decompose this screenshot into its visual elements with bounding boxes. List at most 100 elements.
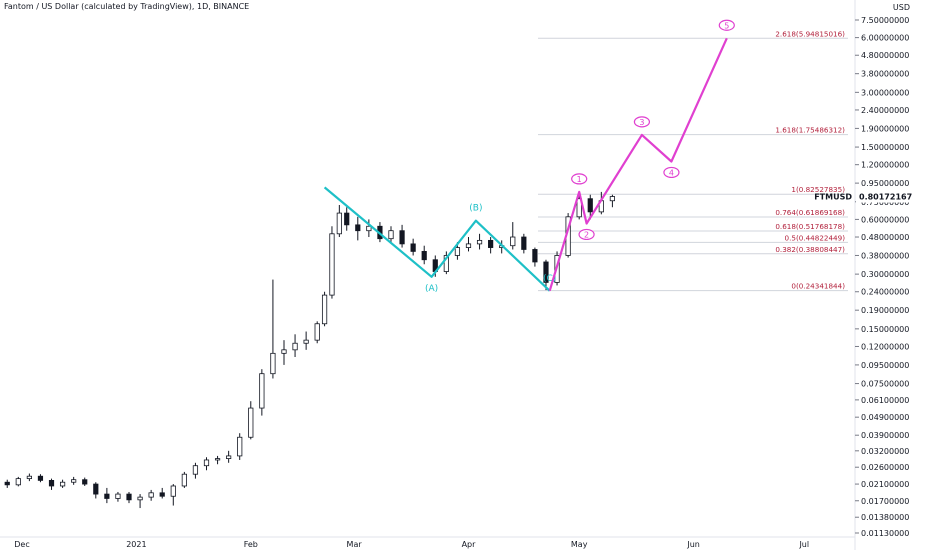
candle-body: [321, 294, 328, 325]
candle-body: [510, 236, 516, 247]
price-tick-label: 0.60000000: [861, 215, 909, 224]
current-price-box: [856, 190, 932, 203]
price-tick-label: 0.48000000: [861, 233, 909, 242]
price-tick-label: 0.38000000: [861, 251, 909, 260]
price-tick-label: 0.30000000: [861, 270, 909, 279]
current-price-symbol: FTMUSD: [814, 193, 852, 202]
candle-body: [421, 251, 427, 261]
wave-impulse-label: 4: [669, 168, 674, 177]
price-tick-label: 0.09500000: [861, 361, 909, 370]
candle-body: [237, 436, 243, 457]
price-tick-label: 0.12000000: [861, 342, 909, 351]
candle-body: [71, 479, 77, 483]
price-tick-label: 6.00000000: [861, 34, 909, 43]
wave-abc-label: (C): [543, 274, 556, 284]
price-tick-label: 7.50000000: [861, 16, 909, 25]
candle-body: [226, 455, 232, 459]
candle-body: [148, 492, 154, 498]
candle-body: [203, 459, 210, 467]
current-price-value: 0.80172167: [859, 193, 912, 202]
fib-label: 0.5(0.44822449): [785, 233, 846, 242]
candle-body: [532, 249, 538, 263]
price-tick-label: 1.90000000: [861, 124, 909, 133]
price-tick-label: 0.01380000: [861, 513, 909, 522]
candle-body: [170, 485, 176, 497]
candle-body: [488, 239, 494, 248]
candle-body: [270, 352, 276, 375]
candle-body: [454, 247, 461, 256]
candle-body: [399, 230, 405, 245]
wave-abc-label: (A): [425, 284, 438, 294]
candle-body: [93, 483, 99, 495]
price-tick-label: 0.03200000: [861, 447, 909, 456]
candle-body: [609, 196, 616, 202]
fib-label: 0(0.24341844): [791, 282, 845, 291]
candle-body: [159, 492, 165, 497]
time-axis[interactable]: Dec 2021 Feb Mar Apr May Jun Jul: [0, 536, 855, 549]
fib-label: 1.618(1.75486312): [775, 126, 845, 135]
wave-impulse-marker: [578, 228, 595, 241]
fib-label: 2.618(5.94815016): [775, 29, 845, 38]
time-tick-label: Dec: [14, 540, 29, 549]
fib-label: 0.764(0.61869168): [775, 208, 845, 217]
time-tick-label: Jul: [798, 540, 809, 549]
candle-body: [37, 475, 44, 481]
elliott-waves: (A) (B) (C) 1 2 3 4 5: [323, 19, 735, 294]
wave-impulse-marker: [663, 166, 680, 179]
time-tick-label: Mar: [347, 540, 363, 549]
fib-label: 0.382(0.38808447): [775, 245, 845, 254]
candle-body: [366, 225, 372, 232]
time-tick-label: May: [571, 540, 588, 549]
candle-body: [181, 473, 187, 487]
candle-body: [344, 212, 350, 226]
candle-body: [126, 493, 132, 501]
candle-body: [292, 342, 298, 351]
wave-impulse-label: 3: [639, 118, 644, 127]
candle-body: [388, 230, 394, 240]
price-tick-label: 0.03900000: [861, 431, 909, 440]
candle-body: [26, 475, 32, 480]
time-tick-label: Jun: [686, 540, 700, 549]
time-tick-label: Apr: [462, 540, 477, 549]
wave-impulse-label: 5: [724, 21, 729, 30]
price-tick-label: 1.50000000: [861, 143, 909, 152]
price-tick-label: 0.95000000: [861, 179, 909, 188]
candle-body: [443, 255, 449, 272]
candle-body: [115, 493, 121, 499]
price-tick-label: 3.80000000: [861, 70, 909, 79]
candle-body: [314, 323, 320, 341]
candle-body: [48, 480, 55, 487]
candle-body: [214, 458, 221, 461]
fibonacci-levels: 2.618(5.94815016) 1.618(1.75486312) 1(0.82…: [538, 29, 848, 292]
wave-impulse-label: 1: [577, 175, 582, 184]
price-tick-label: 0.04900000: [861, 413, 909, 422]
wave-impulse-line: [548, 37, 728, 292]
price-tick-label: 2.40000000: [861, 106, 909, 115]
price-tick-label: 0.02600000: [861, 463, 909, 472]
candle-body: [329, 233, 335, 296]
price-tick-label: 0.19000000: [861, 306, 909, 315]
candle-body: [59, 481, 66, 487]
price-tick-label: 0.01130000: [861, 529, 909, 538]
candle-body: [259, 373, 265, 409]
wave-impulse-marker: [718, 19, 735, 31]
candle-body: [303, 339, 309, 344]
candle-body: [15, 478, 21, 486]
candle-body: [82, 479, 88, 485]
candle-body: [576, 198, 582, 218]
candle-body: [281, 349, 287, 354]
candle-body: [355, 224, 361, 232]
wave-abc-line: [323, 186, 551, 292]
candle-body: [521, 236, 527, 250]
time-tick-label: 2021: [126, 540, 146, 549]
price-tick-label: 0.24000000: [861, 288, 909, 297]
time-tick-label: Feb: [244, 540, 258, 549]
wave-abc-label: (B): [469, 204, 482, 214]
price-axis[interactable]: 7.50000000 6.00000000 4.80000000 3.80000000…: [814, 0, 932, 550]
price-axis-unit: USD: [893, 3, 910, 12]
price-tick-label: 0.02100000: [861, 480, 909, 489]
price-tick-label: 0.07500000: [861, 380, 909, 389]
fib-label: 0.618(0.51768178): [775, 222, 845, 231]
candle-body: [587, 198, 593, 213]
